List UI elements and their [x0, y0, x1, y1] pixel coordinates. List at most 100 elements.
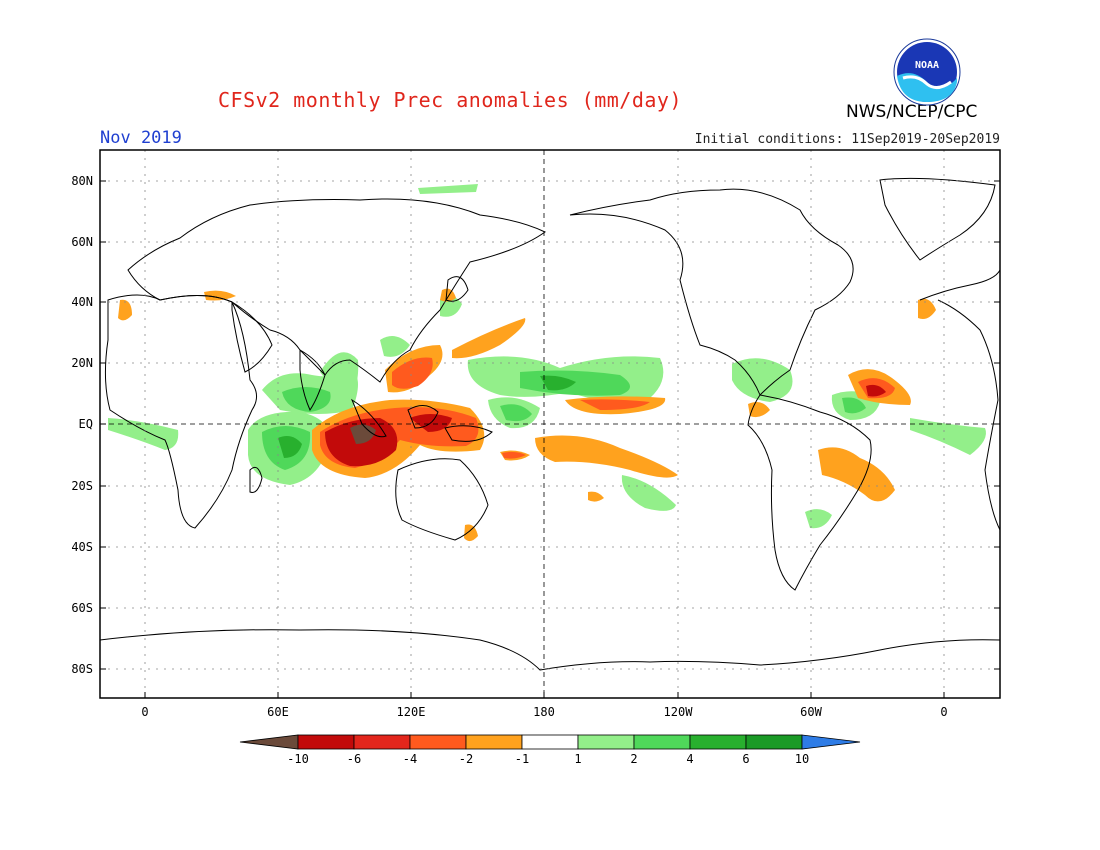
wet-core-arabian	[282, 387, 331, 412]
tick-marks	[100, 180, 1000, 698]
coast-australia	[395, 458, 489, 541]
wet-region-japan	[440, 295, 462, 317]
coast-north-america	[569, 188, 854, 396]
dry-extreme-sumatra	[350, 424, 376, 444]
anomaly-fields	[108, 184, 986, 542]
wet-core-atlantic	[842, 397, 866, 414]
coast-india	[299, 349, 326, 412]
dry-core-maritime	[320, 407, 479, 468]
logo-text: NOAA	[915, 60, 939, 71]
lat-label: 20N	[71, 356, 93, 370]
lon-label: 0	[141, 705, 148, 719]
dry-region-mediterranean	[204, 290, 236, 301]
map-title: CFSv2 monthly Prec anomalies (mm/day)	[217, 88, 683, 112]
dry-region-south-china-sea	[385, 345, 443, 393]
coast-japan	[445, 276, 469, 302]
colorbar-label: -6	[347, 752, 361, 766]
colorbar-low-arrow	[239, 734, 299, 750]
dry-region-maritime-continent	[312, 399, 485, 478]
colorbar-label: -4	[403, 752, 417, 766]
lat-label: EQ	[79, 417, 93, 431]
lat-label: 20S	[71, 479, 93, 493]
colorbar-bin	[689, 734, 747, 750]
dry-core-coral-sea	[502, 451, 526, 459]
colorbar-bin	[577, 734, 635, 750]
wet-core-indian	[262, 426, 311, 470]
colorbar-high-arrow	[801, 734, 861, 750]
colorbar-bin	[409, 734, 467, 750]
forecast-month: Nov 2019	[100, 128, 182, 148]
wet-core-pacific	[520, 370, 630, 396]
colorbar-bin	[465, 734, 523, 750]
dry-core-pacific-band	[580, 399, 650, 410]
dry-region-spcz	[535, 435, 678, 478]
colorbar-label: 10	[795, 752, 809, 766]
coast-arabia	[231, 301, 273, 373]
colorbar-bin	[521, 734, 579, 750]
coast-south-america	[747, 394, 872, 591]
dry-region-atlantic-north	[848, 369, 911, 405]
grid-lines	[100, 150, 1000, 698]
lon-label: 60W	[800, 705, 822, 719]
lat-label: 80S	[71, 662, 93, 676]
initial-conditions: Initial conditions: 11Sep2019-20Sep2019	[694, 132, 1000, 147]
coast-eurasia	[127, 198, 546, 383]
dry-region-iberia	[918, 298, 936, 319]
coast-greenland	[879, 177, 996, 261]
wet-region-atlantic-eq-east	[910, 418, 986, 455]
dry-region-central-pacific-band	[565, 396, 666, 415]
dry-region-australia-east	[464, 524, 478, 542]
colorbar-label: -2	[459, 752, 473, 766]
coast-antarctica	[99, 629, 1001, 671]
wet-region-brazil-south	[805, 509, 832, 529]
wet-region-south-pacific	[621, 475, 676, 511]
lon-label: 0	[940, 705, 947, 719]
colorbar-label: 1	[574, 752, 581, 766]
agency-label: NWS/NCEP/CPC	[846, 102, 978, 122]
dry-region-nw-pacific-band	[452, 318, 526, 359]
lon-label: 60E	[267, 705, 289, 719]
dry-peak-atlantic	[866, 384, 886, 397]
colorbar-bin	[353, 734, 411, 750]
dry-region-coral-sea	[500, 450, 530, 461]
lat-labels: 80N 60N 40N 20N EQ 20S 40S 60S 80S	[71, 174, 93, 676]
wet-core-pacific-sw	[500, 404, 532, 422]
lat-label: 40S	[71, 540, 93, 554]
wet-peak-indian	[278, 436, 302, 458]
coast-europe	[919, 269, 1001, 301]
lon-label: 120W	[664, 705, 694, 719]
dry-region-japan-east	[440, 288, 456, 302]
colorbar-labels: -10 -6 -4 -2 -1 1 2 4 6 10	[287, 752, 809, 766]
lat-label: 60N	[71, 235, 93, 249]
colorbar-label: -1	[515, 752, 529, 766]
lat-label: 40N	[71, 295, 93, 309]
coast-new-guinea	[444, 425, 493, 442]
dry-peak-borneo	[410, 414, 452, 432]
wet-region-arctic	[418, 184, 478, 194]
colorbar-label: -10	[287, 752, 309, 766]
dry-core-south-china-sea	[392, 357, 433, 389]
wet-region-west-pacific-south	[488, 397, 540, 429]
map-frame	[99, 149, 1001, 699]
wet-region-central-pacific	[467, 356, 664, 401]
colorbar-label: 2	[630, 752, 637, 766]
wet-region-central-america	[732, 358, 793, 402]
noaa-logo-icon: NOAA	[893, 38, 961, 106]
wet-region-philippines-north	[380, 336, 410, 357]
coast-africa-east-rep	[937, 299, 1001, 531]
wet-peak-pacific	[540, 375, 576, 391]
coast-borneo	[407, 405, 439, 429]
coast-sumatra	[350, 398, 387, 438]
dry-region-brazil	[818, 447, 895, 502]
dry-peak-maritime	[325, 418, 398, 467]
lon-label: 120E	[397, 705, 426, 719]
lon-label: 180	[533, 705, 555, 719]
dry-region-colombia	[748, 402, 770, 418]
wet-region-arabian-sea	[262, 368, 358, 414]
colorbar-bin	[633, 734, 691, 750]
colorbar-bin	[745, 734, 803, 750]
coast-africa	[104, 294, 257, 529]
colorbar	[239, 734, 861, 750]
dry-core-atlantic	[858, 378, 895, 399]
coastlines	[99, 177, 1001, 671]
